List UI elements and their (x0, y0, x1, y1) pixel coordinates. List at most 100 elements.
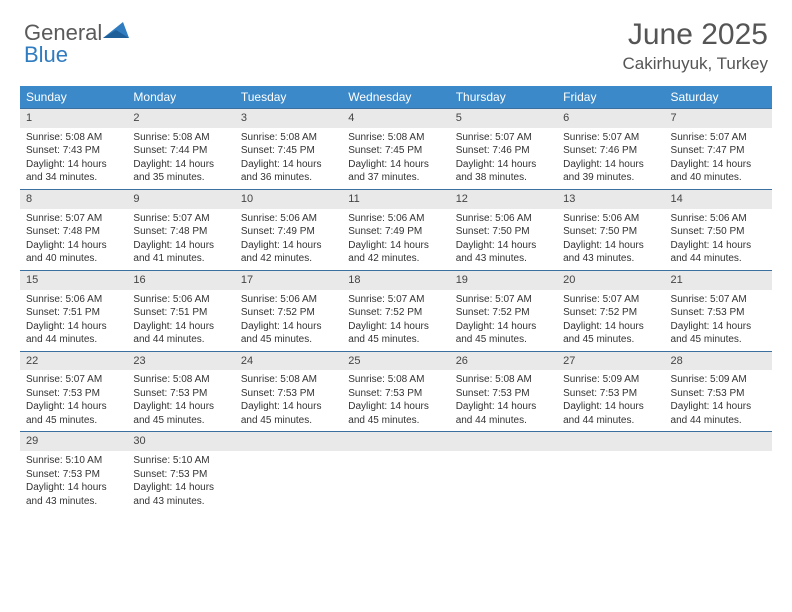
day-number-empty (235, 431, 342, 451)
sunrise-line: Sunrise: 5:08 AM (133, 131, 228, 145)
day-number: 26 (450, 351, 557, 371)
calendar-day-cell: 4Sunrise: 5:08 AMSunset: 7:45 PMDaylight… (342, 108, 449, 189)
weekday-header: Tuesday (235, 86, 342, 108)
day-number: 13 (557, 189, 664, 209)
sunrise-line: Sunrise: 5:06 AM (241, 293, 336, 307)
sunrise-line: Sunrise: 5:10 AM (133, 454, 228, 468)
calendar-day-cell: 20Sunrise: 5:07 AMSunset: 7:52 PMDayligh… (557, 270, 664, 351)
daylight-line: Daylight: 14 hours and 41 minutes. (133, 239, 228, 266)
day-number: 19 (450, 270, 557, 290)
day-body: Sunrise: 5:07 AMSunset: 7:53 PMDaylight:… (665, 290, 772, 351)
day-body: Sunrise: 5:06 AMSunset: 7:49 PMDaylight:… (235, 209, 342, 270)
sunset-line: Sunset: 7:53 PM (348, 387, 443, 401)
sunrise-line: Sunrise: 5:07 AM (133, 212, 228, 226)
day-number: 6 (557, 108, 664, 128)
daylight-line: Daylight: 14 hours and 40 minutes. (26, 239, 121, 266)
calendar-day-cell: 22Sunrise: 5:07 AMSunset: 7:53 PMDayligh… (20, 351, 127, 432)
day-number: 29 (20, 431, 127, 451)
day-body: Sunrise: 5:08 AMSunset: 7:53 PMDaylight:… (235, 370, 342, 431)
daylight-line: Daylight: 14 hours and 44 minutes. (671, 400, 766, 427)
calendar-week-row: 15Sunrise: 5:06 AMSunset: 7:51 PMDayligh… (20, 270, 772, 351)
daylight-line: Daylight: 14 hours and 38 minutes. (456, 158, 551, 185)
day-number: 17 (235, 270, 342, 290)
day-number: 14 (665, 189, 772, 209)
daylight-line: Daylight: 14 hours and 44 minutes. (133, 320, 228, 347)
calendar-day-cell: 7Sunrise: 5:07 AMSunset: 7:47 PMDaylight… (665, 108, 772, 189)
calendar-day-cell: 25Sunrise: 5:08 AMSunset: 7:53 PMDayligh… (342, 351, 449, 432)
weekday-header: Wednesday (342, 86, 449, 108)
sunrise-line: Sunrise: 5:08 AM (241, 373, 336, 387)
day-body: Sunrise: 5:06 AMSunset: 7:51 PMDaylight:… (20, 290, 127, 351)
sunset-line: Sunset: 7:52 PM (456, 306, 551, 320)
weekday-header: Saturday (665, 86, 772, 108)
sunset-line: Sunset: 7:50 PM (456, 225, 551, 239)
sunrise-line: Sunrise: 5:06 AM (348, 212, 443, 226)
day-number: 2 (127, 108, 234, 128)
calendar-day-cell: 8Sunrise: 5:07 AMSunset: 7:48 PMDaylight… (20, 189, 127, 270)
daylight-line: Daylight: 14 hours and 45 minutes. (348, 400, 443, 427)
calendar-day-cell: 29Sunrise: 5:10 AMSunset: 7:53 PMDayligh… (20, 431, 127, 512)
day-body: Sunrise: 5:08 AMSunset: 7:53 PMDaylight:… (127, 370, 234, 431)
calendar-day-cell: 28Sunrise: 5:09 AMSunset: 7:53 PMDayligh… (665, 351, 772, 432)
sunrise-line: Sunrise: 5:10 AM (26, 454, 121, 468)
daylight-line: Daylight: 14 hours and 37 minutes. (348, 158, 443, 185)
day-body: Sunrise: 5:08 AMSunset: 7:43 PMDaylight:… (20, 128, 127, 189)
day-number: 23 (127, 351, 234, 371)
day-body: Sunrise: 5:06 AMSunset: 7:50 PMDaylight:… (665, 209, 772, 270)
day-body: Sunrise: 5:09 AMSunset: 7:53 PMDaylight:… (665, 370, 772, 431)
calendar-day-cell (557, 431, 664, 512)
sunset-line: Sunset: 7:46 PM (456, 144, 551, 158)
daylight-line: Daylight: 14 hours and 43 minutes. (26, 481, 121, 508)
day-body: Sunrise: 5:08 AMSunset: 7:53 PMDaylight:… (342, 370, 449, 431)
day-number-empty (665, 431, 772, 451)
day-number: 3 (235, 108, 342, 128)
sunset-line: Sunset: 7:46 PM (563, 144, 658, 158)
calendar-day-cell: 24Sunrise: 5:08 AMSunset: 7:53 PMDayligh… (235, 351, 342, 432)
daylight-line: Daylight: 14 hours and 40 minutes. (671, 158, 766, 185)
day-number: 18 (342, 270, 449, 290)
daylight-line: Daylight: 14 hours and 45 minutes. (241, 320, 336, 347)
calendar-day-cell: 10Sunrise: 5:06 AMSunset: 7:49 PMDayligh… (235, 189, 342, 270)
daylight-line: Daylight: 14 hours and 39 minutes. (563, 158, 658, 185)
sunset-line: Sunset: 7:47 PM (671, 144, 766, 158)
day-body: Sunrise: 5:07 AMSunset: 7:48 PMDaylight:… (127, 209, 234, 270)
sunrise-line: Sunrise: 5:08 AM (456, 373, 551, 387)
daylight-line: Daylight: 14 hours and 43 minutes. (456, 239, 551, 266)
sunset-line: Sunset: 7:53 PM (133, 468, 228, 482)
sunset-line: Sunset: 7:44 PM (133, 144, 228, 158)
day-number: 20 (557, 270, 664, 290)
logo-triangle-icon (103, 20, 129, 40)
day-body: Sunrise: 5:06 AMSunset: 7:50 PMDaylight:… (557, 209, 664, 270)
sunrise-line: Sunrise: 5:07 AM (671, 131, 766, 145)
day-number: 22 (20, 351, 127, 371)
day-body: Sunrise: 5:07 AMSunset: 7:47 PMDaylight:… (665, 128, 772, 189)
calendar-week-row: 22Sunrise: 5:07 AMSunset: 7:53 PMDayligh… (20, 351, 772, 432)
logo: General Blue (24, 18, 129, 66)
calendar-table: SundayMondayTuesdayWednesdayThursdayFrid… (20, 86, 772, 512)
sunset-line: Sunset: 7:53 PM (26, 387, 121, 401)
calendar-day-cell (450, 431, 557, 512)
day-number: 8 (20, 189, 127, 209)
calendar-day-cell: 18Sunrise: 5:07 AMSunset: 7:52 PMDayligh… (342, 270, 449, 351)
calendar-day-cell: 12Sunrise: 5:06 AMSunset: 7:50 PMDayligh… (450, 189, 557, 270)
day-number: 9 (127, 189, 234, 209)
sunrise-line: Sunrise: 5:06 AM (563, 212, 658, 226)
daylight-line: Daylight: 14 hours and 45 minutes. (26, 400, 121, 427)
weekday-header: Sunday (20, 86, 127, 108)
weekday-header: Monday (127, 86, 234, 108)
calendar-day-cell: 6Sunrise: 5:07 AMSunset: 7:46 PMDaylight… (557, 108, 664, 189)
logo-text: General Blue (24, 18, 129, 66)
daylight-line: Daylight: 14 hours and 43 minutes. (133, 481, 228, 508)
daylight-line: Daylight: 14 hours and 34 minutes. (26, 158, 121, 185)
sunrise-line: Sunrise: 5:06 AM (671, 212, 766, 226)
calendar-day-cell (342, 431, 449, 512)
sunset-line: Sunset: 7:49 PM (348, 225, 443, 239)
sunset-line: Sunset: 7:45 PM (348, 144, 443, 158)
weekday-header: Friday (557, 86, 664, 108)
calendar-week-row: 8Sunrise: 5:07 AMSunset: 7:48 PMDaylight… (20, 189, 772, 270)
day-number: 21 (665, 270, 772, 290)
day-body: Sunrise: 5:06 AMSunset: 7:49 PMDaylight:… (342, 209, 449, 270)
sunset-line: Sunset: 7:48 PM (26, 225, 121, 239)
sunrise-line: Sunrise: 5:06 AM (26, 293, 121, 307)
sunrise-line: Sunrise: 5:06 AM (133, 293, 228, 307)
